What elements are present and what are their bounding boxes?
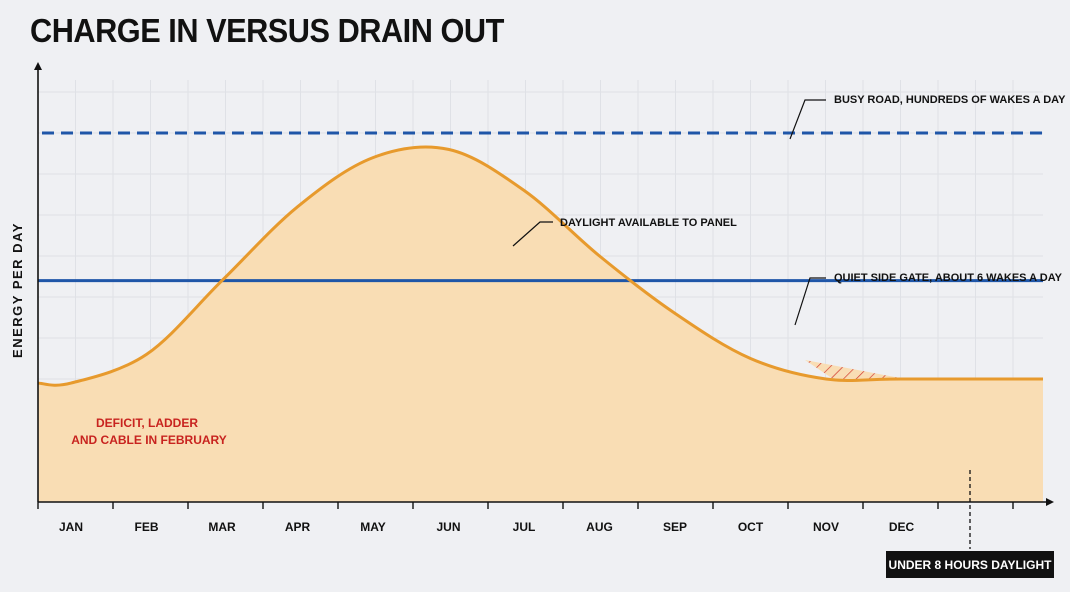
chart-title: CHARGE IN VERSUS DRAIN OUT — [30, 12, 504, 49]
x-tick-label: MAY — [360, 520, 386, 534]
x-axis-ticks: JAN FEB MAR APR MAY JUN JUL AUG SEP OCT NOV DEC — [37, 502, 1014, 534]
deficit-label-line2: AND CABLE IN FEBRUARY — [71, 433, 227, 447]
y-axis-label: ENERGY PER DAY — [10, 222, 25, 358]
x-tick-label: NOV — [813, 520, 839, 534]
x-tick-label: DEC — [889, 520, 915, 534]
quiet-gate-label: QUIET SIDE GATE, ABOUT 6 WAKES A DAY — [834, 272, 1063, 284]
x-tick-label: OCT — [738, 520, 764, 534]
x-tick-label: AUG — [586, 520, 613, 534]
daylight-threshold-note: UNDER 8 HOURS DAYLIGHT — [886, 551, 1054, 578]
x-tick-label: MAR — [208, 520, 236, 534]
x-tick-label: APR — [285, 520, 311, 534]
x-tick-label: SEP — [663, 520, 687, 534]
x-tick-label: JAN — [59, 520, 83, 534]
daylight-area — [38, 146, 1043, 502]
x-tick-label: FEB — [135, 520, 159, 534]
x-tick-label: JUN — [436, 520, 460, 534]
busy-road-label: BUSY ROAD, HUNDREDS OF WAKES A DAY — [834, 94, 1066, 106]
x-tick-label: JUL — [513, 520, 536, 534]
daylight-label: DAYLIGHT AVAILABLE TO PANEL — [560, 217, 737, 229]
daylight-curve — [37, 145, 1043, 387]
annotation-leaders — [512, 99, 971, 549]
axes — [34, 62, 1054, 506]
deficit-label-line1: DEFICIT, LADDER — [96, 416, 198, 430]
